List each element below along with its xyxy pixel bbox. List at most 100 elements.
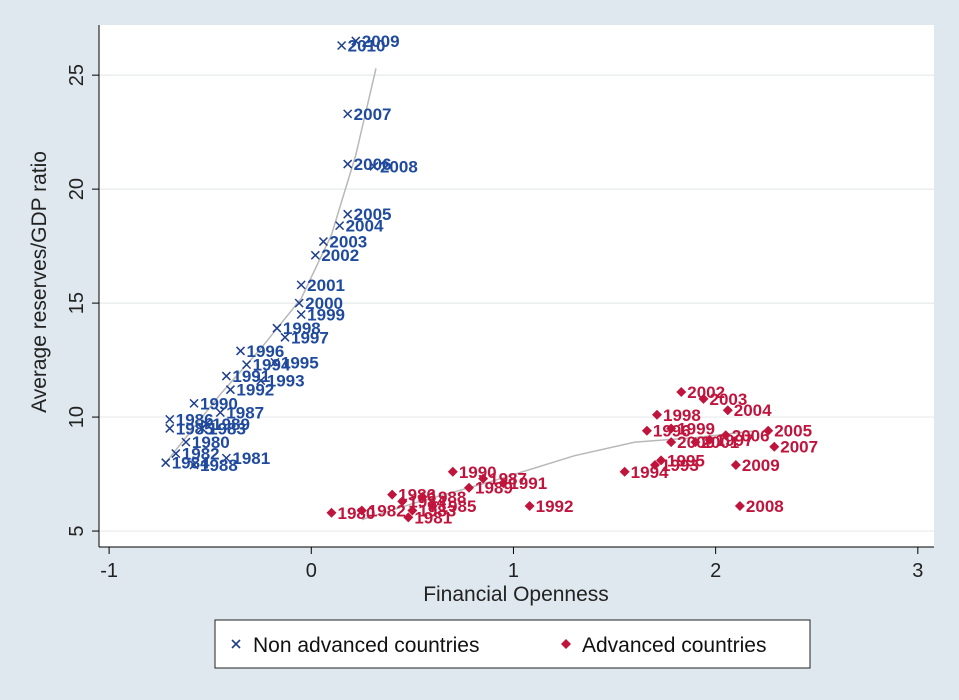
marker-stroke xyxy=(351,36,361,46)
point-marker-non-advanced xyxy=(343,159,353,169)
point-label-advanced: 2001 xyxy=(701,433,739,452)
marker-stroke xyxy=(337,40,347,51)
point-marker-non-advanced xyxy=(221,371,231,381)
point-marker-non-advanced xyxy=(189,398,199,408)
point-marker-advanced xyxy=(666,423,677,434)
point-marker-advanced xyxy=(387,489,398,500)
point-label-non-advanced: 1986 xyxy=(176,410,214,429)
point-marker-non-advanced xyxy=(215,407,225,418)
point-marker-non-advanced xyxy=(171,449,181,459)
point-label-advanced: 1980 xyxy=(338,504,376,523)
marker-stroke xyxy=(343,209,353,219)
marker-stroke xyxy=(280,332,290,342)
point-marker-non-advanced xyxy=(270,357,280,367)
point-marker-advanced xyxy=(427,500,438,511)
point-label-non-advanced: 1985 xyxy=(176,419,214,438)
y-tick-label: 10 xyxy=(66,406,88,428)
marker-stroke xyxy=(343,159,353,169)
point-marker-advanced xyxy=(704,434,715,445)
point-marker-advanced xyxy=(407,505,418,516)
point-label-non-advanced: 2007 xyxy=(354,105,392,124)
point-labels: 2009201020072008200620052004200320022001… xyxy=(172,32,818,527)
point-marker-non-advanced xyxy=(335,221,345,231)
point-label-non-advanced: 2003 xyxy=(329,233,367,252)
marker-stroke xyxy=(197,423,207,433)
point-marker-advanced xyxy=(656,455,667,466)
marker-stroke xyxy=(165,414,175,424)
point-label-non-advanced: 1991 xyxy=(232,367,270,386)
point-marker-advanced xyxy=(730,459,741,470)
point-label-non-advanced: 2001 xyxy=(307,276,345,295)
point-label-advanced: 2003 xyxy=(710,390,748,409)
marker-stroke xyxy=(165,423,175,433)
x-tick-label: 2 xyxy=(710,560,721,582)
point-label-non-advanced: 2006 xyxy=(354,155,392,174)
point-marker-non-advanced xyxy=(225,385,235,395)
x-axis-ticks: -1 0 1 2 3 xyxy=(100,547,923,582)
point-label-advanced: 2002 xyxy=(687,383,725,402)
point-label-advanced: 2006 xyxy=(732,426,770,445)
plot-area xyxy=(99,25,934,547)
legend-label-advanced: Advanced countries xyxy=(582,634,766,657)
point-label-advanced: 1985 xyxy=(439,497,477,516)
point-label-advanced: 1997 xyxy=(716,431,754,450)
point-marker-advanced xyxy=(524,500,535,511)
point-label-non-advanced: 2004 xyxy=(346,217,384,236)
y-tick-label: 5 xyxy=(66,525,88,536)
point-marker-advanced xyxy=(652,409,663,420)
point-label-non-advanced: 2002 xyxy=(321,246,359,265)
grid-lines xyxy=(99,74,934,532)
legend-marker-advanced xyxy=(561,639,571,649)
marker-stroke xyxy=(161,458,171,468)
marker-stroke xyxy=(343,109,353,119)
point-label-non-advanced: 1987 xyxy=(226,404,264,423)
point-label-advanced: 1988 xyxy=(428,488,466,507)
point-marker-advanced xyxy=(720,430,731,441)
point-label-advanced: 1998 xyxy=(663,406,701,425)
point-label-advanced: 1987 xyxy=(489,470,527,489)
point-label-non-advanced: 1992 xyxy=(236,381,274,400)
point-label-advanced: 2000 xyxy=(677,433,715,452)
point-marker-advanced xyxy=(734,500,745,511)
point-marker-advanced xyxy=(463,482,474,493)
marker-stroke xyxy=(369,161,379,171)
point-label-non-advanced: 1993 xyxy=(267,372,305,391)
point-label-non-advanced: 1995 xyxy=(281,353,319,372)
point-marker-non-advanced xyxy=(165,423,175,433)
point-label-non-advanced: 1994 xyxy=(253,356,291,375)
point-marker-non-advanced xyxy=(165,414,175,424)
point-label-advanced: 2005 xyxy=(774,422,812,441)
point-marker-non-advanced xyxy=(189,460,199,470)
point-marker-non-advanced xyxy=(337,40,347,51)
marker-stroke xyxy=(215,407,225,418)
point-label-non-advanced: 1990 xyxy=(200,394,238,413)
y-axis-title: Average reserves/GDP ratio xyxy=(28,151,51,413)
marker-stroke xyxy=(296,280,306,290)
point-marker-advanced xyxy=(649,459,660,470)
point-marker-non-advanced xyxy=(242,360,252,370)
marker-stroke xyxy=(318,237,328,247)
point-label-non-advanced: 1996 xyxy=(247,342,285,361)
point-marker-advanced xyxy=(417,491,428,502)
point-marker-advanced xyxy=(666,437,677,448)
point-marker-advanced xyxy=(698,393,709,404)
y-tick-label: 20 xyxy=(66,178,88,200)
marker-stroke xyxy=(294,298,304,308)
data-points xyxy=(161,36,780,523)
point-marker-advanced xyxy=(763,425,774,436)
point-marker-non-advanced xyxy=(310,250,320,260)
marker-stroke xyxy=(272,323,282,333)
point-marker-non-advanced xyxy=(318,237,328,247)
marker-stroke xyxy=(296,309,306,320)
x-tick-label: 3 xyxy=(912,560,923,582)
legend-box xyxy=(214,619,811,669)
point-label-non-advanced: 1997 xyxy=(291,328,329,347)
point-label-advanced: 2009 xyxy=(742,456,780,475)
point-label-non-advanced: 1982 xyxy=(182,445,220,464)
marker-stroke xyxy=(225,385,235,395)
marker-stroke xyxy=(242,360,252,370)
marker-stroke xyxy=(310,250,320,260)
point-marker-advanced xyxy=(619,466,630,477)
point-label-advanced: 2004 xyxy=(734,401,772,420)
